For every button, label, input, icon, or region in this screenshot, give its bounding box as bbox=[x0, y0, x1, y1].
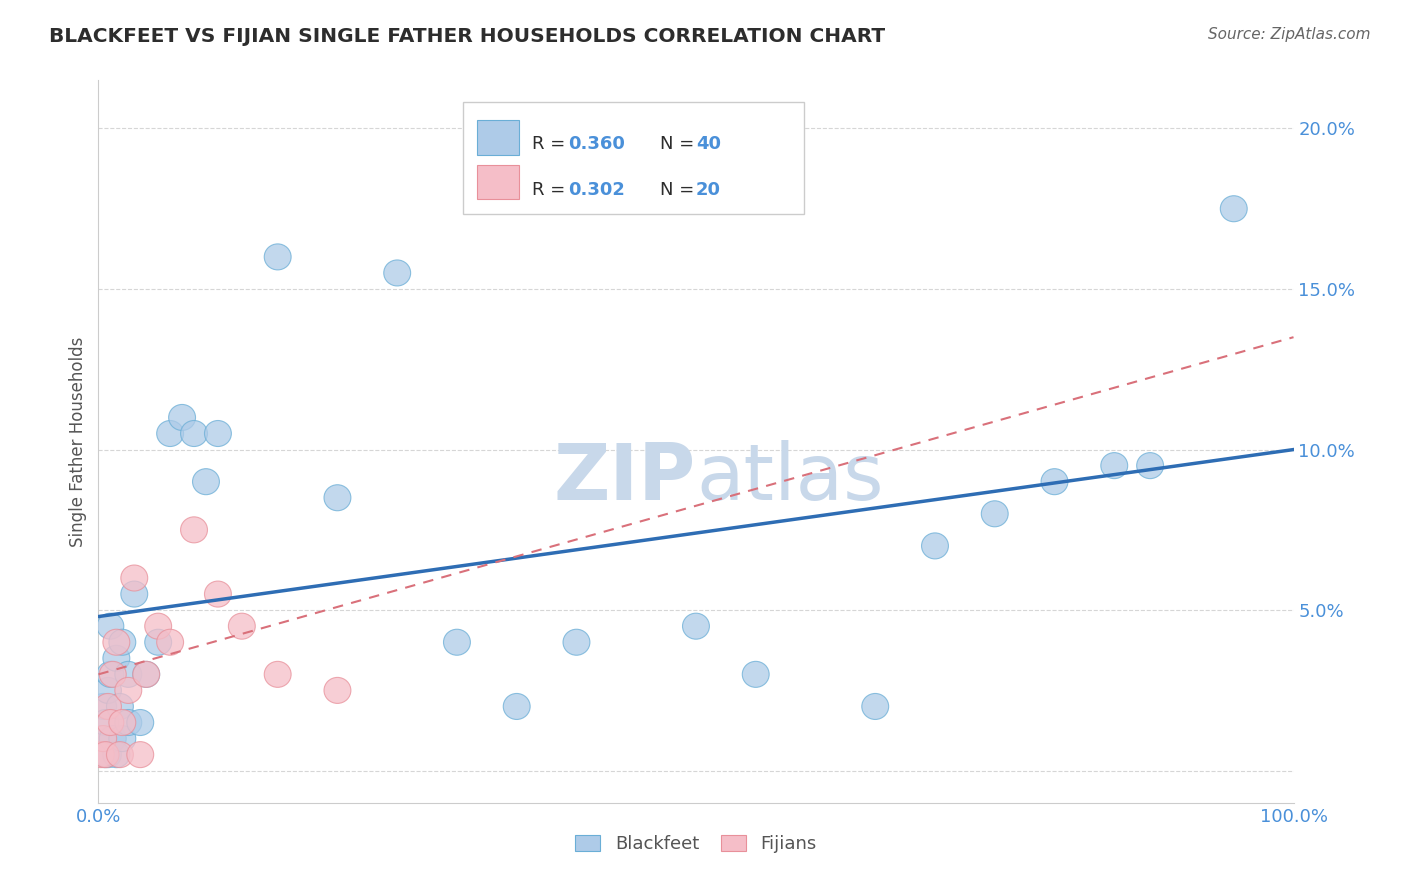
Text: BLACKFEET VS FIJIAN SINGLE FATHER HOUSEHOLDS CORRELATION CHART: BLACKFEET VS FIJIAN SINGLE FATHER HOUSEH… bbox=[49, 27, 886, 45]
Text: N =: N = bbox=[661, 181, 700, 199]
FancyBboxPatch shape bbox=[477, 165, 519, 200]
Y-axis label: Single Father Households: Single Father Households bbox=[69, 336, 87, 547]
Text: R =: R = bbox=[533, 181, 571, 199]
Text: 0.302: 0.302 bbox=[568, 181, 626, 199]
Text: ZIP: ZIP bbox=[554, 440, 696, 516]
Text: N =: N = bbox=[661, 135, 700, 153]
Text: R =: R = bbox=[533, 135, 571, 153]
Text: 40: 40 bbox=[696, 135, 721, 153]
Text: Source: ZipAtlas.com: Source: ZipAtlas.com bbox=[1208, 27, 1371, 42]
Text: 20: 20 bbox=[696, 181, 721, 199]
FancyBboxPatch shape bbox=[463, 102, 804, 214]
Text: 0.360: 0.360 bbox=[568, 135, 626, 153]
FancyBboxPatch shape bbox=[477, 120, 519, 154]
Text: atlas: atlas bbox=[696, 440, 883, 516]
Legend: Blackfeet, Fijians: Blackfeet, Fijians bbox=[567, 826, 825, 863]
